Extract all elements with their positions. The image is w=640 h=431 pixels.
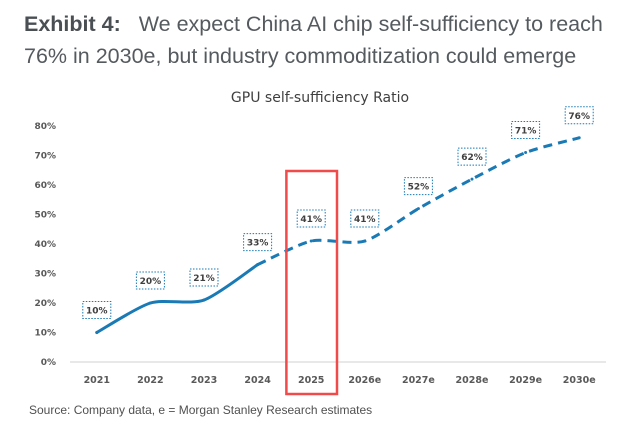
y-tick-label: 0% xyxy=(41,358,56,368)
exhibit-heading: Exhibit 4: We expect China AI chip self-s… xyxy=(24,8,634,72)
data-label: 10% xyxy=(86,307,108,317)
data-point xyxy=(524,151,528,155)
y-tick-label: 50% xyxy=(34,211,56,221)
y-tick-label: 60% xyxy=(34,181,56,191)
data-label-box xyxy=(403,177,433,196)
data-label: 33% xyxy=(247,239,269,249)
y-tick-label: 70% xyxy=(34,152,56,162)
data-label-box xyxy=(189,268,219,287)
x-tick-label: 2027e xyxy=(402,375,435,386)
data-label-box xyxy=(135,271,165,290)
y-tick-label: 80% xyxy=(34,122,56,132)
data-label: 41% xyxy=(354,215,376,225)
data-point xyxy=(309,239,313,243)
x-tick-label: 2023 xyxy=(191,375,217,386)
series-line-actual xyxy=(95,263,260,334)
data-label-box xyxy=(457,147,487,166)
data-label-box xyxy=(564,106,594,125)
data-label: 21% xyxy=(193,274,215,284)
data-label-box xyxy=(511,121,541,140)
data-point xyxy=(256,263,260,267)
data-point xyxy=(148,301,152,305)
exhibit-title: We expect China AI chip self-sufficiency… xyxy=(24,12,603,68)
data-label: 20% xyxy=(140,277,162,287)
data-label-box xyxy=(82,301,112,319)
x-tick-label: 2022 xyxy=(137,375,163,386)
data-point xyxy=(416,207,420,211)
data-point xyxy=(363,239,367,243)
y-tick-label: 30% xyxy=(34,270,56,280)
y-tick-label: 40% xyxy=(34,240,56,250)
data-point xyxy=(577,136,581,140)
data-point xyxy=(470,177,474,181)
x-tick-label: 2030e xyxy=(563,375,596,386)
x-tick-label: 2026e xyxy=(348,375,381,386)
highlight-box xyxy=(285,169,339,396)
data-label-box xyxy=(296,209,326,228)
data-label: 52% xyxy=(408,183,430,193)
data-label-box xyxy=(243,233,273,252)
x-tick-label: 2021 xyxy=(84,375,110,386)
y-tick-label: 20% xyxy=(34,299,56,309)
x-tick-label: 2028e xyxy=(456,375,489,386)
x-tick-label: 2025 xyxy=(298,375,324,386)
data-point xyxy=(202,298,206,302)
data-label: 62% xyxy=(461,153,483,163)
source-note: Source: Company data, e = Morgan Stanley… xyxy=(29,403,373,417)
data-label: 71% xyxy=(515,127,537,137)
y-tick-label: 10% xyxy=(34,329,56,339)
chart-title: GPU self-sufficiency Ratio xyxy=(230,90,410,106)
data-label: 41% xyxy=(300,215,322,225)
data-point xyxy=(95,331,99,334)
x-tick-label: 2024 xyxy=(244,375,271,386)
data-label-box xyxy=(350,209,380,228)
data-label: 76% xyxy=(568,112,590,122)
exhibit-label: Exhibit 4: xyxy=(24,12,121,36)
series-line-estimate xyxy=(256,136,580,267)
x-tick-label: 2029e xyxy=(509,375,542,386)
